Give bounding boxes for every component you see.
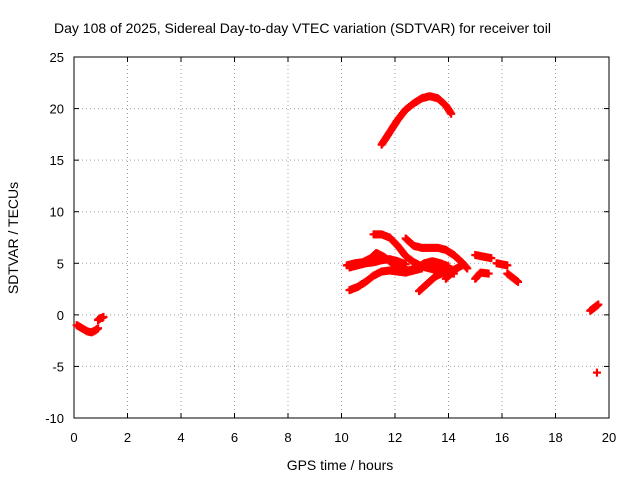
data-point: [463, 264, 472, 273]
data-point: [487, 254, 496, 263]
data-point: [99, 312, 108, 321]
chart-title: Day 108 of 2025, Sidereal Day-to-day VTE…: [54, 20, 551, 36]
y-tick-label: 10: [50, 205, 64, 220]
x-tick-label: 2: [124, 430, 131, 445]
y-tick-label: -10: [45, 411, 64, 426]
data-point: [447, 109, 456, 118]
y-tick-label: 0: [57, 308, 64, 323]
x-tick-label: 4: [177, 430, 184, 445]
x-axis-label: GPS time / hours: [287, 457, 394, 473]
data-point: [94, 324, 103, 333]
x-tick-label: 14: [441, 430, 455, 445]
data-point: [447, 269, 456, 278]
series-arc-11: [471, 251, 496, 263]
data-point: [401, 260, 410, 269]
series-arc-13: [492, 259, 512, 270]
x-tick-label: 0: [70, 430, 77, 445]
series-arc-12: [471, 268, 493, 283]
y-axis-label: SDTVAR / TECUs: [5, 182, 21, 294]
series-arc-1: [72, 321, 103, 337]
x-tick-label: 10: [334, 430, 348, 445]
series-arc-14: [503, 269, 523, 286]
x-tick-label: 8: [284, 430, 291, 445]
series-arc-16: [592, 368, 601, 377]
data-point: [503, 261, 512, 270]
x-tick-label: 12: [388, 430, 402, 445]
series-arc-2: [94, 312, 108, 325]
series-arc-15: [586, 300, 603, 315]
x-tick-label: 18: [548, 430, 562, 445]
data-point: [594, 300, 603, 309]
data-point: [457, 261, 466, 270]
data-points: [72, 92, 603, 377]
y-tick-label: 5: [57, 256, 64, 271]
x-tick-label: 6: [231, 430, 238, 445]
series-arc-6: [345, 264, 426, 295]
series-arc-9: [415, 261, 466, 296]
data-point: [514, 277, 523, 286]
series-arc-5: [345, 255, 410, 272]
data-point: [592, 368, 601, 377]
series-arc-3: [377, 92, 456, 149]
y-tick-label: 20: [50, 102, 64, 117]
y-tick-label: 25: [50, 50, 64, 65]
grid: [74, 57, 609, 418]
axis-ticks: 0 2 4 6 8 10 12 14 16 18 20 -10 -5 0 5 10 15 20 25: [45, 50, 616, 445]
x-tick-label: 20: [602, 430, 616, 445]
series-arc-10: [441, 269, 456, 283]
y-tick-label: -5: [52, 359, 64, 374]
data-point: [484, 269, 493, 278]
y-tick-label: 15: [50, 153, 64, 168]
x-tick-label: 16: [495, 430, 509, 445]
